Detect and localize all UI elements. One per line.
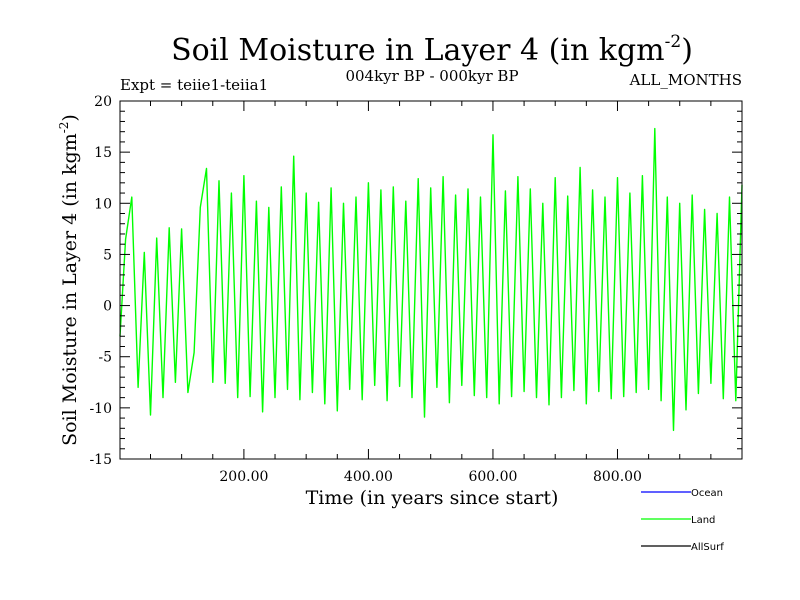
y-axis-label: Soil Moisture in Layer 4 (in kgm-2) bbox=[57, 114, 81, 446]
chart-title: Soil Moisture in Layer 4 (in kgm-2) bbox=[171, 32, 693, 68]
y-tick-label: 15 bbox=[94, 145, 112, 161]
y-tick-label: 5 bbox=[103, 247, 112, 263]
legend-label-land: Land bbox=[691, 515, 715, 526]
x-tick-label: 200.00 bbox=[219, 469, 268, 485]
legend-label-allsurf: AllSurf bbox=[691, 542, 724, 553]
legend: Ocean Land AllSurf bbox=[641, 488, 724, 553]
y-axis-label-end: ) bbox=[59, 114, 81, 121]
y-tick-label: 0 bbox=[103, 299, 112, 315]
expt-label: Expt = teiie1-teiia1 bbox=[120, 76, 268, 94]
chart-title-sup: -2 bbox=[665, 32, 682, 52]
series-line-land bbox=[119, 127, 743, 432]
y-tick-label: -10 bbox=[89, 401, 112, 417]
x-tick-label: 400.00 bbox=[344, 469, 393, 485]
y-tick-label: 20 bbox=[94, 94, 112, 110]
months-label: ALL_MONTHS bbox=[629, 71, 742, 89]
y-axis-label-main: Soil Moisture in Layer 4 (in kgm bbox=[59, 133, 81, 446]
tick-layer: 20 15 10 5 0 -5 -10 -15 200.00 400.00 600.00 800.00 bbox=[89, 94, 742, 485]
x-tick-label: 800.00 bbox=[593, 469, 642, 485]
plot-frame bbox=[119, 100, 743, 460]
y-tick-label: -5 bbox=[98, 350, 112, 366]
y-axis-label-sup: -2 bbox=[57, 122, 71, 134]
x-axis-label: Time (in years since start) bbox=[306, 487, 559, 509]
series-layer bbox=[119, 127, 743, 432]
x-tick-label: 600.00 bbox=[468, 469, 517, 485]
y-tick-label: -15 bbox=[89, 452, 112, 468]
legend-label-ocean: Ocean bbox=[691, 488, 723, 499]
chart-title-end: ) bbox=[681, 33, 693, 68]
y-tick-label: 10 bbox=[94, 196, 112, 212]
period-label: 004kyr BP - 000kyr BP bbox=[345, 67, 518, 85]
chart-title-main: Soil Moisture in Layer 4 (in kgm bbox=[171, 33, 665, 68]
